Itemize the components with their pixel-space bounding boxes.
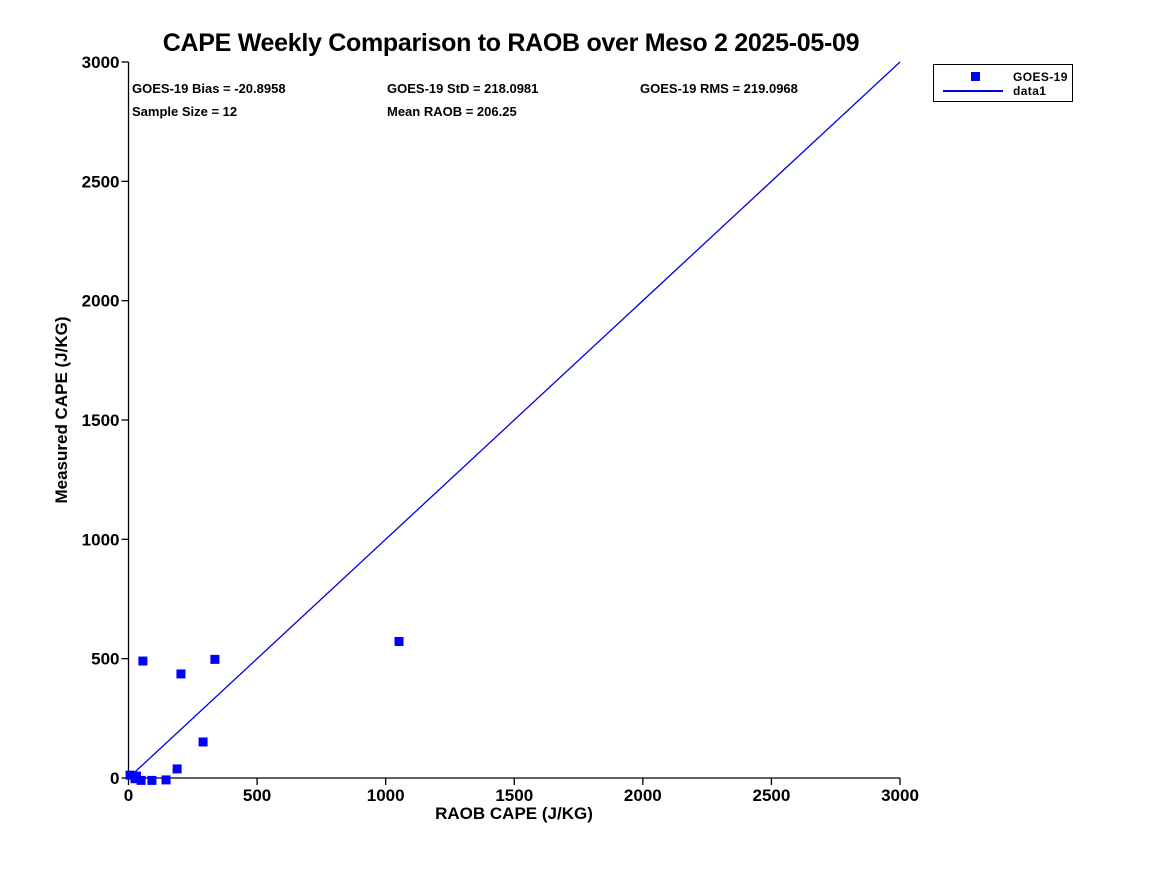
data-point — [176, 669, 186, 679]
x-tick-label: 1000 — [367, 786, 405, 805]
y-tick-label: 0 — [110, 769, 119, 788]
y-tick-label: 1000 — [82, 530, 120, 549]
data-point — [131, 771, 141, 781]
y-tick-label: 500 — [91, 650, 119, 669]
annotation-std: GOES-19 StD = 218.0981 — [387, 81, 539, 96]
annotation-rms: GOES-19 RMS = 219.0968 — [640, 81, 798, 96]
data-point — [147, 775, 157, 785]
x-tick-label: 2000 — [624, 786, 662, 805]
y-tick-label: 3000 — [82, 53, 120, 72]
y-tick-label: 2000 — [82, 292, 120, 311]
annotation-sample-size: Sample Size = 12 — [132, 104, 238, 119]
data-point — [138, 656, 148, 666]
x-tick-label: 500 — [243, 786, 271, 805]
x-axis-title: RAOB CAPE (J/KG) — [435, 804, 593, 823]
identity-line — [128, 61, 901, 779]
data-point — [172, 764, 182, 774]
data-point — [136, 775, 146, 785]
data-point — [125, 770, 135, 780]
legend-line-icon — [943, 90, 1003, 92]
legend-label-goes19: GOES-19 — [1013, 70, 1068, 84]
data-point — [161, 775, 171, 785]
x-tick-label: 0 — [124, 786, 133, 805]
annotation-bias: GOES-19 Bias = -20.8958 — [132, 81, 286, 96]
x-tick-label: 3000 — [881, 786, 919, 805]
y-tick-label: 1500 — [82, 411, 120, 430]
legend-square-marker-icon — [971, 72, 980, 81]
y-axis-title: Measured CAPE (J/KG) — [52, 316, 71, 504]
y-tick-label: 2500 — [82, 172, 120, 191]
chart-title: CAPE Weekly Comparison to RAOB over Meso… — [162, 29, 860, 57]
legend-label-data1: data1 — [1013, 84, 1047, 98]
annotation-mean-raob: Mean RAOB = 206.25 — [387, 104, 517, 119]
data-point — [210, 654, 220, 664]
x-tick-label: 2500 — [753, 786, 791, 805]
data-point — [198, 737, 208, 747]
legend: GOES-19 data1 — [933, 64, 1073, 102]
data-point — [394, 636, 404, 646]
x-tick-label: 1500 — [495, 786, 533, 805]
